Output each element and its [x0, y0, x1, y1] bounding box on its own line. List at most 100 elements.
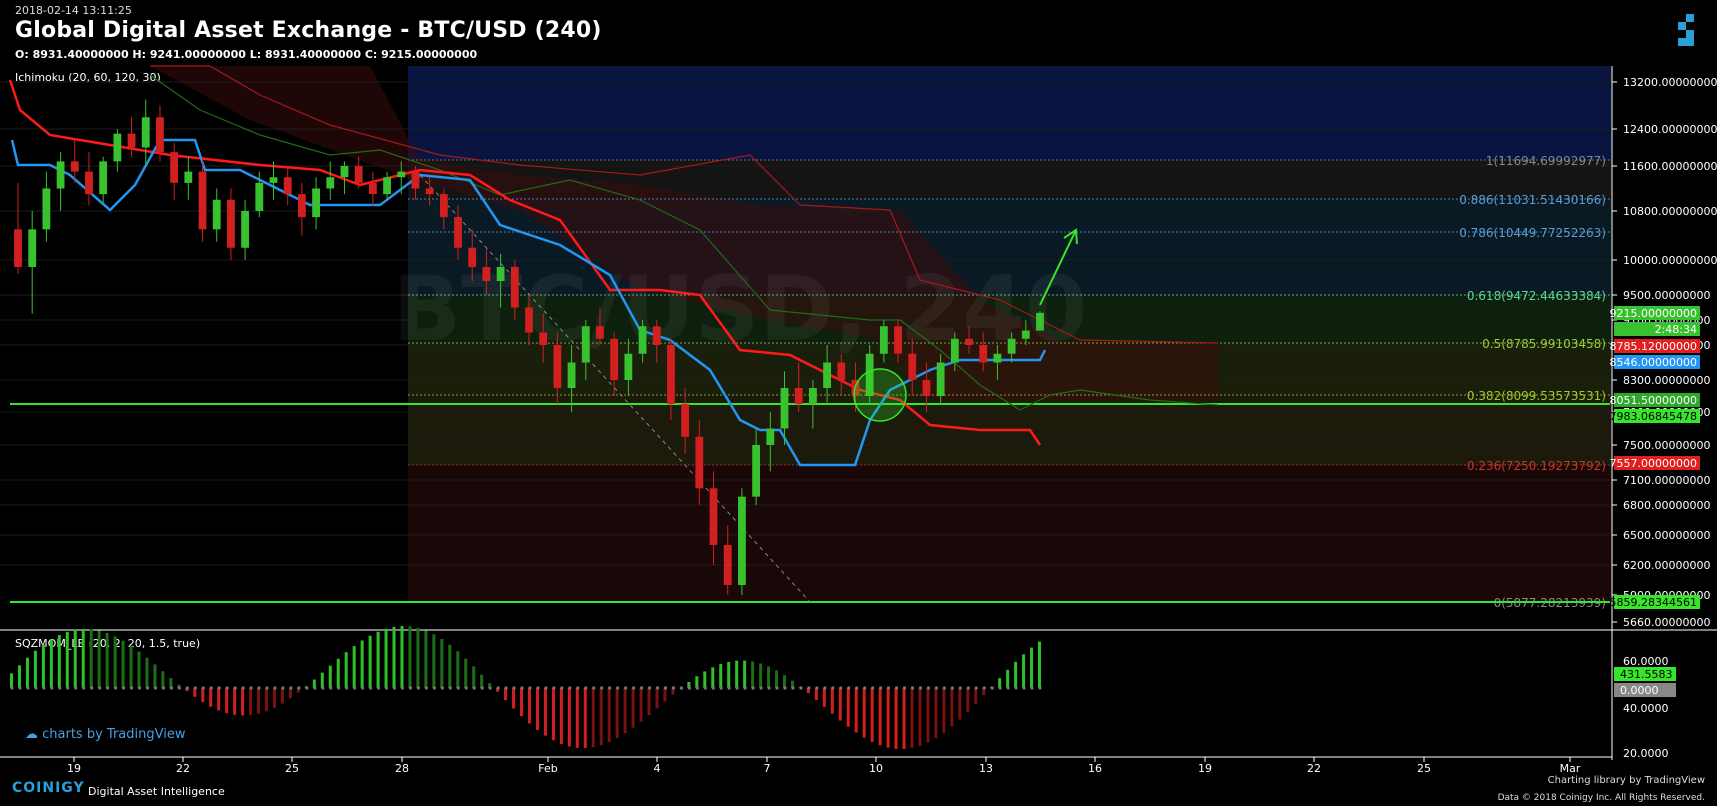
candle-body[interactable]	[837, 362, 846, 381]
candle-body[interactable]	[766, 428, 775, 446]
candle-body[interactable]	[212, 199, 221, 230]
squeeze-dot	[679, 686, 683, 690]
squeeze-dot	[655, 686, 660, 690]
candle-body[interactable]	[482, 267, 491, 281]
candle-body[interactable]	[496, 267, 505, 281]
candle-body[interactable]	[553, 345, 562, 388]
candle-body[interactable]	[227, 199, 235, 248]
candle-body[interactable]	[14, 229, 22, 267]
candle-body[interactable]	[42, 188, 51, 230]
candle-body[interactable]	[638, 326, 647, 354]
candle-body[interactable]	[312, 188, 320, 218]
candle-body[interactable]	[283, 177, 292, 195]
candle-body[interactable]	[908, 353, 917, 380]
candle-body[interactable]	[681, 404, 690, 437]
ichimoku-label[interactable]: Ichimoku (20, 60, 120, 30)	[15, 71, 161, 84]
candle-body[interactable]	[28, 229, 37, 267]
candle-body[interactable]	[738, 496, 746, 585]
candle-body[interactable]	[979, 345, 988, 363]
candle-body[interactable]	[1036, 312, 1044, 331]
charting-library-credit[interactable]: Charting library by TradingView	[1547, 775, 1705, 786]
fib-label: 0.786(10449.77252263)	[1459, 226, 1606, 240]
candle-body[interactable]	[539, 332, 548, 346]
candle-body[interactable]	[1021, 330, 1030, 339]
squeeze-dot	[966, 686, 970, 690]
forecast-arrow[interactable]	[1039, 231, 1076, 306]
candle-body[interactable]	[936, 362, 945, 397]
squeeze-bar	[814, 688, 818, 701]
candle-body[interactable]	[383, 177, 391, 195]
candle-body[interactable]	[368, 182, 377, 195]
squeeze-dot	[886, 686, 891, 690]
candle-body[interactable]	[468, 247, 477, 267]
candle-body[interactable]	[596, 326, 604, 339]
candle-body[interactable]	[340, 166, 349, 178]
candle-body[interactable]	[780, 388, 789, 429]
squeeze-bar	[934, 688, 938, 739]
candle-body[interactable]	[993, 353, 1002, 363]
candle-body[interactable]	[567, 362, 576, 389]
candle-body[interactable]	[170, 152, 179, 183]
squeeze-bar	[918, 688, 922, 746]
time-tick-label: 28	[395, 762, 409, 775]
candle-body[interactable]	[525, 307, 533, 333]
candle-body[interactable]	[823, 362, 831, 389]
tradingview-badge[interactable]: ☁ charts by TradingView	[25, 727, 185, 742]
squeeze-dot	[113, 686, 118, 690]
coinigy-brand[interactable]: COINIGY	[12, 780, 85, 796]
candle-body[interactable]	[922, 380, 931, 396]
candle-body[interactable]	[269, 177, 278, 183]
candle-body[interactable]	[70, 161, 79, 172]
candle-body[interactable]	[198, 171, 207, 230]
candle-body[interactable]	[255, 182, 264, 211]
candle-body[interactable]	[965, 338, 973, 345]
candle-body[interactable]	[879, 326, 888, 354]
candle-body[interactable]	[652, 326, 661, 345]
candle-body[interactable]	[723, 545, 732, 585]
candle-body[interactable]	[85, 171, 93, 195]
candle-body[interactable]	[610, 338, 619, 380]
squeeze-dot	[353, 686, 357, 690]
candle-body[interactable]	[397, 171, 406, 178]
candle-body[interactable]	[709, 488, 718, 545]
candle-body[interactable]	[1007, 338, 1016, 354]
candle-body[interactable]	[141, 117, 150, 148]
squeeze-bar	[121, 640, 125, 688]
ohlc-readout: O: 8931.40000000 H: 9241.00000000 L: 893…	[15, 48, 478, 61]
candle-body[interactable]	[752, 445, 761, 497]
candle-body[interactable]	[808, 388, 817, 404]
candle-body[interactable]	[326, 177, 335, 189]
candle-body[interactable]	[156, 117, 164, 153]
candle-body[interactable]	[297, 194, 306, 218]
squeeze-bar	[639, 688, 643, 722]
candle-body[interactable]	[581, 326, 590, 363]
candle-body[interactable]	[113, 133, 122, 162]
highlight-circle[interactable]	[853, 368, 907, 422]
candle-body[interactable]	[425, 188, 434, 195]
candle-body[interactable]	[894, 326, 902, 354]
candle-body[interactable]	[865, 353, 874, 396]
candle-body[interactable]	[454, 217, 462, 248]
squeeze-dot	[592, 686, 596, 690]
candle-body[interactable]	[624, 353, 633, 380]
candle-body[interactable]	[184, 171, 193, 183]
candle-body[interactable]	[510, 267, 519, 308]
candle-body[interactable]	[695, 436, 704, 489]
squeeze-dot	[950, 686, 954, 690]
price-tick-label: 8300.00000000	[1623, 374, 1710, 387]
candle-body[interactable]	[439, 194, 448, 218]
candle-body[interactable]	[794, 388, 803, 404]
candle-body[interactable]	[56, 161, 65, 189]
squeeze-bar	[448, 644, 452, 688]
candle-body[interactable]	[950, 338, 959, 363]
candle-body[interactable]	[241, 211, 250, 248]
candle-body[interactable]	[99, 161, 108, 195]
candle-body[interactable]	[127, 133, 136, 148]
squeeze-bar	[663, 688, 667, 702]
squeeze-dot	[329, 686, 333, 690]
squeeze-dot	[305, 686, 309, 690]
candle-body[interactable]	[667, 345, 675, 404]
candle-body[interactable]	[354, 166, 363, 183]
candle-body[interactable]	[411, 171, 420, 189]
